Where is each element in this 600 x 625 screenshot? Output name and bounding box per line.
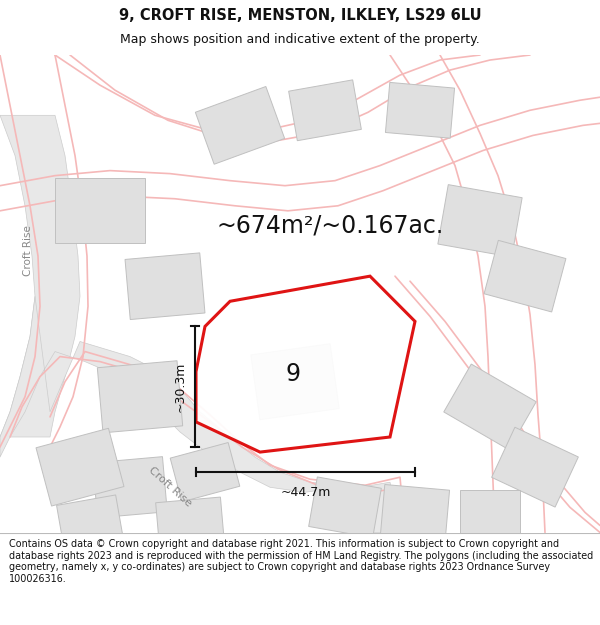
Text: 9: 9 bbox=[285, 361, 300, 386]
Polygon shape bbox=[380, 484, 449, 540]
Polygon shape bbox=[55, 178, 145, 244]
Polygon shape bbox=[438, 184, 522, 257]
Text: Map shows position and indicative extent of the property.: Map shows position and indicative extent… bbox=[120, 33, 480, 46]
Polygon shape bbox=[196, 86, 284, 164]
Polygon shape bbox=[196, 276, 415, 452]
Text: Contains OS data © Crown copyright and database right 2021. This information is : Contains OS data © Crown copyright and d… bbox=[9, 539, 593, 584]
Polygon shape bbox=[125, 253, 205, 319]
Text: 9, CROFT RISE, MENSTON, ILKLEY, LS29 6LU: 9, CROFT RISE, MENSTON, ILKLEY, LS29 6LU bbox=[119, 8, 481, 23]
Polygon shape bbox=[170, 442, 240, 502]
Text: ~44.7m: ~44.7m bbox=[280, 486, 331, 499]
Polygon shape bbox=[491, 428, 578, 507]
Polygon shape bbox=[308, 477, 382, 538]
Polygon shape bbox=[289, 80, 361, 141]
Polygon shape bbox=[0, 116, 80, 437]
Polygon shape bbox=[0, 296, 400, 532]
Polygon shape bbox=[155, 497, 224, 548]
Polygon shape bbox=[385, 82, 455, 138]
Polygon shape bbox=[460, 490, 520, 535]
Text: Croft Rise: Croft Rise bbox=[146, 466, 193, 509]
Text: ~674m²/~0.167ac.: ~674m²/~0.167ac. bbox=[217, 214, 443, 238]
Polygon shape bbox=[97, 361, 182, 433]
Polygon shape bbox=[36, 428, 124, 506]
Text: ~30.3m: ~30.3m bbox=[174, 361, 187, 412]
Polygon shape bbox=[444, 364, 536, 449]
Polygon shape bbox=[56, 495, 124, 550]
Polygon shape bbox=[251, 344, 339, 419]
Polygon shape bbox=[93, 457, 167, 518]
Polygon shape bbox=[484, 241, 566, 312]
Text: Croft Rise: Croft Rise bbox=[23, 226, 33, 276]
